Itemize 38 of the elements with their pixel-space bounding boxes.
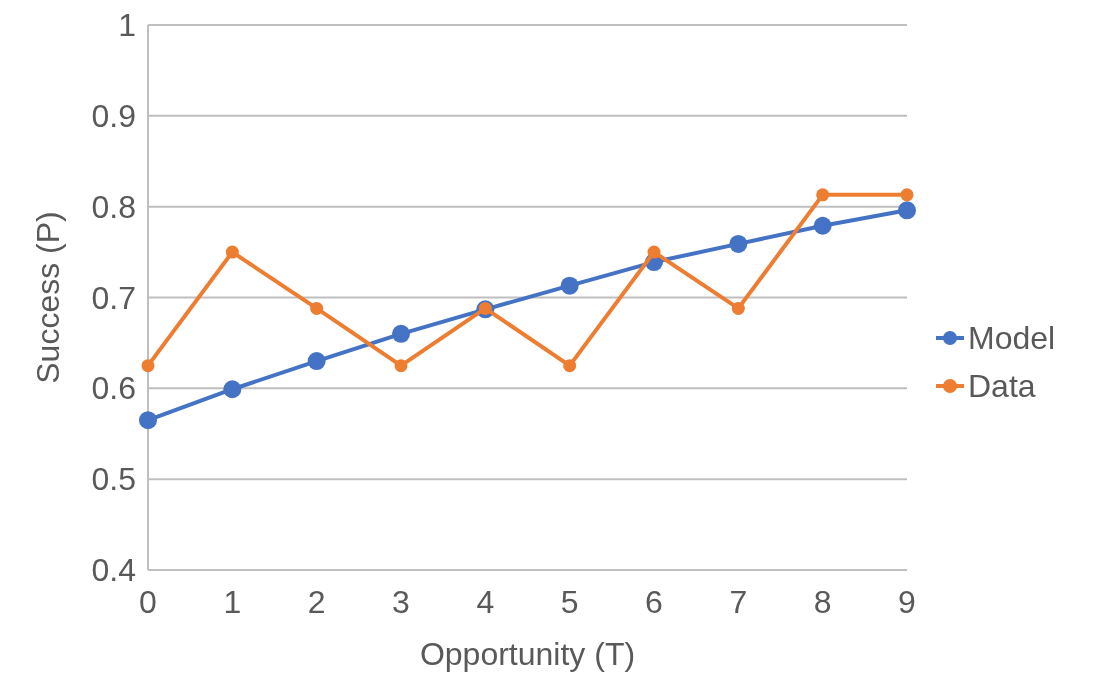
point	[900, 188, 914, 202]
y-tick-label: 0.9	[91, 97, 136, 134]
x-tick-label: 2	[307, 584, 326, 620]
point	[307, 352, 326, 371]
point	[139, 411, 157, 430]
y-tick-label: 0.6	[91, 370, 136, 407]
point	[563, 359, 577, 373]
point	[898, 201, 916, 220]
point	[392, 324, 410, 343]
x-tick-label: 8	[813, 584, 832, 620]
point	[223, 380, 242, 399]
x-tick-label: 9	[898, 584, 916, 620]
x-tick-label: 6	[645, 584, 663, 620]
y-tick-label: 0.7	[91, 279, 136, 316]
x-tick-label: 1	[223, 584, 242, 620]
x-tick-label: 3	[392, 584, 410, 620]
point	[560, 276, 579, 295]
y-axis-title: Success (P)	[30, 211, 66, 384]
point	[141, 359, 155, 373]
point	[310, 301, 324, 315]
y-tick-label: 0.4	[91, 552, 136, 588]
point	[816, 188, 830, 202]
legend-label: Model	[968, 320, 1056, 356]
point	[647, 245, 661, 259]
x-tick-label: 4	[476, 584, 495, 620]
y-tick-label: 1	[118, 7, 136, 43]
legend-label: Data	[968, 368, 1036, 404]
x-tick-label: 7	[729, 584, 748, 620]
point	[394, 359, 408, 373]
y-tick-label: 0.5	[91, 461, 136, 498]
point	[813, 216, 832, 235]
x-tick-label: 5	[560, 584, 579, 620]
x-axis-title: Opportunity (T)	[419, 636, 636, 672]
y-tick-label: 0.8	[91, 188, 136, 225]
point	[225, 245, 239, 259]
point	[731, 301, 745, 315]
x-tick-label: 0	[139, 584, 157, 620]
point	[729, 234, 748, 253]
